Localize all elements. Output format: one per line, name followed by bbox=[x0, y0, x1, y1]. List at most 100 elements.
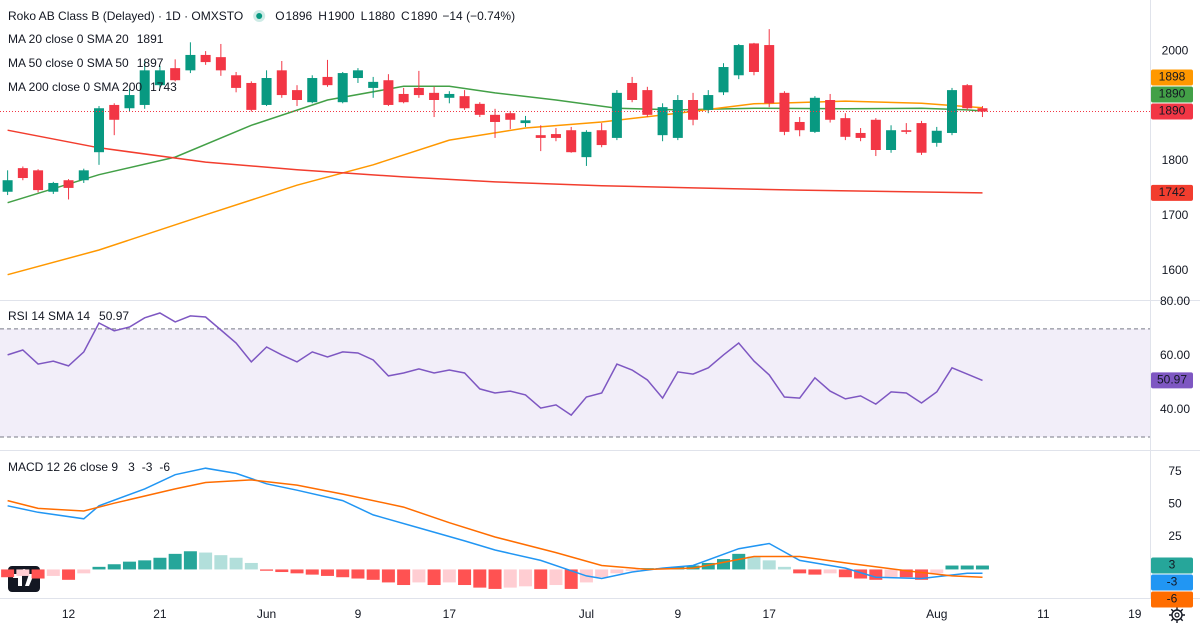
histogram-bar bbox=[793, 569, 807, 574]
candle-body bbox=[33, 170, 44, 191]
x-tick-label: 11 bbox=[1037, 607, 1050, 621]
candle-body bbox=[779, 92, 790, 132]
price-label: 1890 bbox=[1159, 104, 1186, 118]
x-tick-label: 17 bbox=[763, 607, 777, 621]
candle-body bbox=[611, 92, 622, 138]
y-tick-label: 1800 bbox=[1162, 153, 1189, 167]
legend-text: 1897 bbox=[137, 56, 164, 70]
candle-body bbox=[490, 114, 501, 122]
price-label: 1742 bbox=[1159, 185, 1186, 199]
candle-body bbox=[931, 130, 942, 143]
candle-body bbox=[368, 81, 379, 88]
histogram-bar bbox=[320, 569, 334, 576]
legend-text: 3 bbox=[128, 460, 135, 474]
candle-body bbox=[535, 135, 546, 138]
candle-body bbox=[352, 70, 363, 79]
legend-text: RSI 14 SMA 14 bbox=[8, 309, 90, 323]
y-tick-label: 1600 bbox=[1162, 263, 1189, 277]
settings-button[interactable] bbox=[1169, 607, 1185, 623]
candle-body bbox=[307, 78, 318, 103]
candle-body bbox=[840, 118, 851, 137]
candle-body bbox=[916, 123, 927, 153]
candle-body bbox=[185, 54, 196, 71]
moving-average-line bbox=[7, 85, 983, 204]
candle-body bbox=[2, 180, 13, 192]
price-label: 50.97 bbox=[1157, 373, 1187, 387]
candle-body bbox=[977, 108, 988, 112]
x-tick-label: 21 bbox=[153, 607, 167, 621]
price-label: 3 bbox=[1169, 558, 1176, 572]
candle-body bbox=[764, 45, 775, 104]
histogram-bar bbox=[823, 569, 837, 574]
candle-body bbox=[733, 45, 744, 76]
market-status-dot-core bbox=[256, 13, 263, 19]
candle-body bbox=[855, 132, 866, 138]
candle-body bbox=[688, 100, 699, 120]
histogram-bar bbox=[458, 569, 472, 586]
histogram-bar bbox=[427, 569, 441, 586]
candle-body bbox=[672, 100, 683, 138]
histogram-bar bbox=[122, 561, 136, 570]
candle-body bbox=[886, 130, 897, 150]
price-label-box bbox=[1151, 557, 1193, 574]
y-tick-label: 80.00 bbox=[1160, 294, 1190, 308]
histogram-bar bbox=[534, 569, 548, 589]
legend-text: C bbox=[401, 9, 410, 23]
candle-body bbox=[444, 93, 455, 98]
histogram-bar bbox=[31, 569, 45, 579]
legend-text: 1891 bbox=[137, 32, 164, 46]
histogram-bar bbox=[595, 569, 609, 578]
histogram-bar bbox=[153, 557, 167, 570]
price-label-box bbox=[1151, 69, 1193, 86]
histogram-bar bbox=[732, 553, 746, 570]
legend-text: 1890 bbox=[411, 9, 438, 23]
legend-text: 50.97 bbox=[99, 309, 129, 323]
histogram-bar bbox=[412, 569, 426, 583]
y-tick-label: 75 bbox=[1168, 464, 1182, 478]
histogram-bar bbox=[975, 565, 989, 570]
candle-body bbox=[246, 82, 257, 110]
histogram-bar bbox=[762, 560, 776, 570]
histogram-bar bbox=[77, 569, 91, 574]
histogram-bar bbox=[549, 569, 563, 586]
candle-body bbox=[642, 90, 653, 115]
histogram-bar bbox=[869, 569, 883, 580]
histogram-bar bbox=[564, 569, 578, 589]
moving-average-line bbox=[7, 129, 983, 194]
histogram-bar bbox=[625, 569, 639, 571]
histogram-bar bbox=[62, 569, 76, 580]
rsi-band bbox=[0, 328, 1150, 438]
y-tick-label: 25 bbox=[1168, 529, 1182, 543]
price-label: 1898 bbox=[1159, 70, 1186, 84]
legend-text: 1900 bbox=[328, 9, 355, 23]
candle-body bbox=[459, 96, 470, 109]
x-tick-label: 9 bbox=[674, 607, 681, 621]
candle-body bbox=[261, 78, 272, 105]
candle-body bbox=[718, 67, 729, 93]
price-label-box bbox=[1151, 184, 1193, 201]
price-label-box bbox=[1151, 103, 1193, 120]
candle-body bbox=[550, 134, 561, 138]
y-tick-label: 60.00 bbox=[1160, 348, 1190, 362]
histogram-bar bbox=[473, 569, 487, 588]
candle-body bbox=[63, 180, 74, 188]
histogram-bar bbox=[960, 565, 974, 570]
histogram-bar bbox=[747, 556, 761, 570]
x-tick-label: Aug bbox=[926, 607, 947, 621]
candle-body bbox=[322, 76, 333, 86]
histogram-bar bbox=[138, 560, 152, 570]
gear-center bbox=[1174, 612, 1180, 618]
price-label-box bbox=[1151, 591, 1193, 608]
candle-body bbox=[505, 113, 516, 120]
candle-body bbox=[48, 182, 59, 192]
candle-body bbox=[17, 168, 28, 179]
candle-body bbox=[962, 85, 973, 109]
legend-text: 1743 bbox=[150, 80, 177, 94]
histogram-bar bbox=[442, 569, 456, 583]
candle-body bbox=[276, 70, 287, 96]
y-tick-label: 1700 bbox=[1162, 208, 1189, 222]
candle-body bbox=[200, 54, 211, 63]
moving-average-line bbox=[7, 100, 983, 276]
candle-body bbox=[398, 93, 409, 103]
histogram-bar bbox=[838, 569, 852, 578]
